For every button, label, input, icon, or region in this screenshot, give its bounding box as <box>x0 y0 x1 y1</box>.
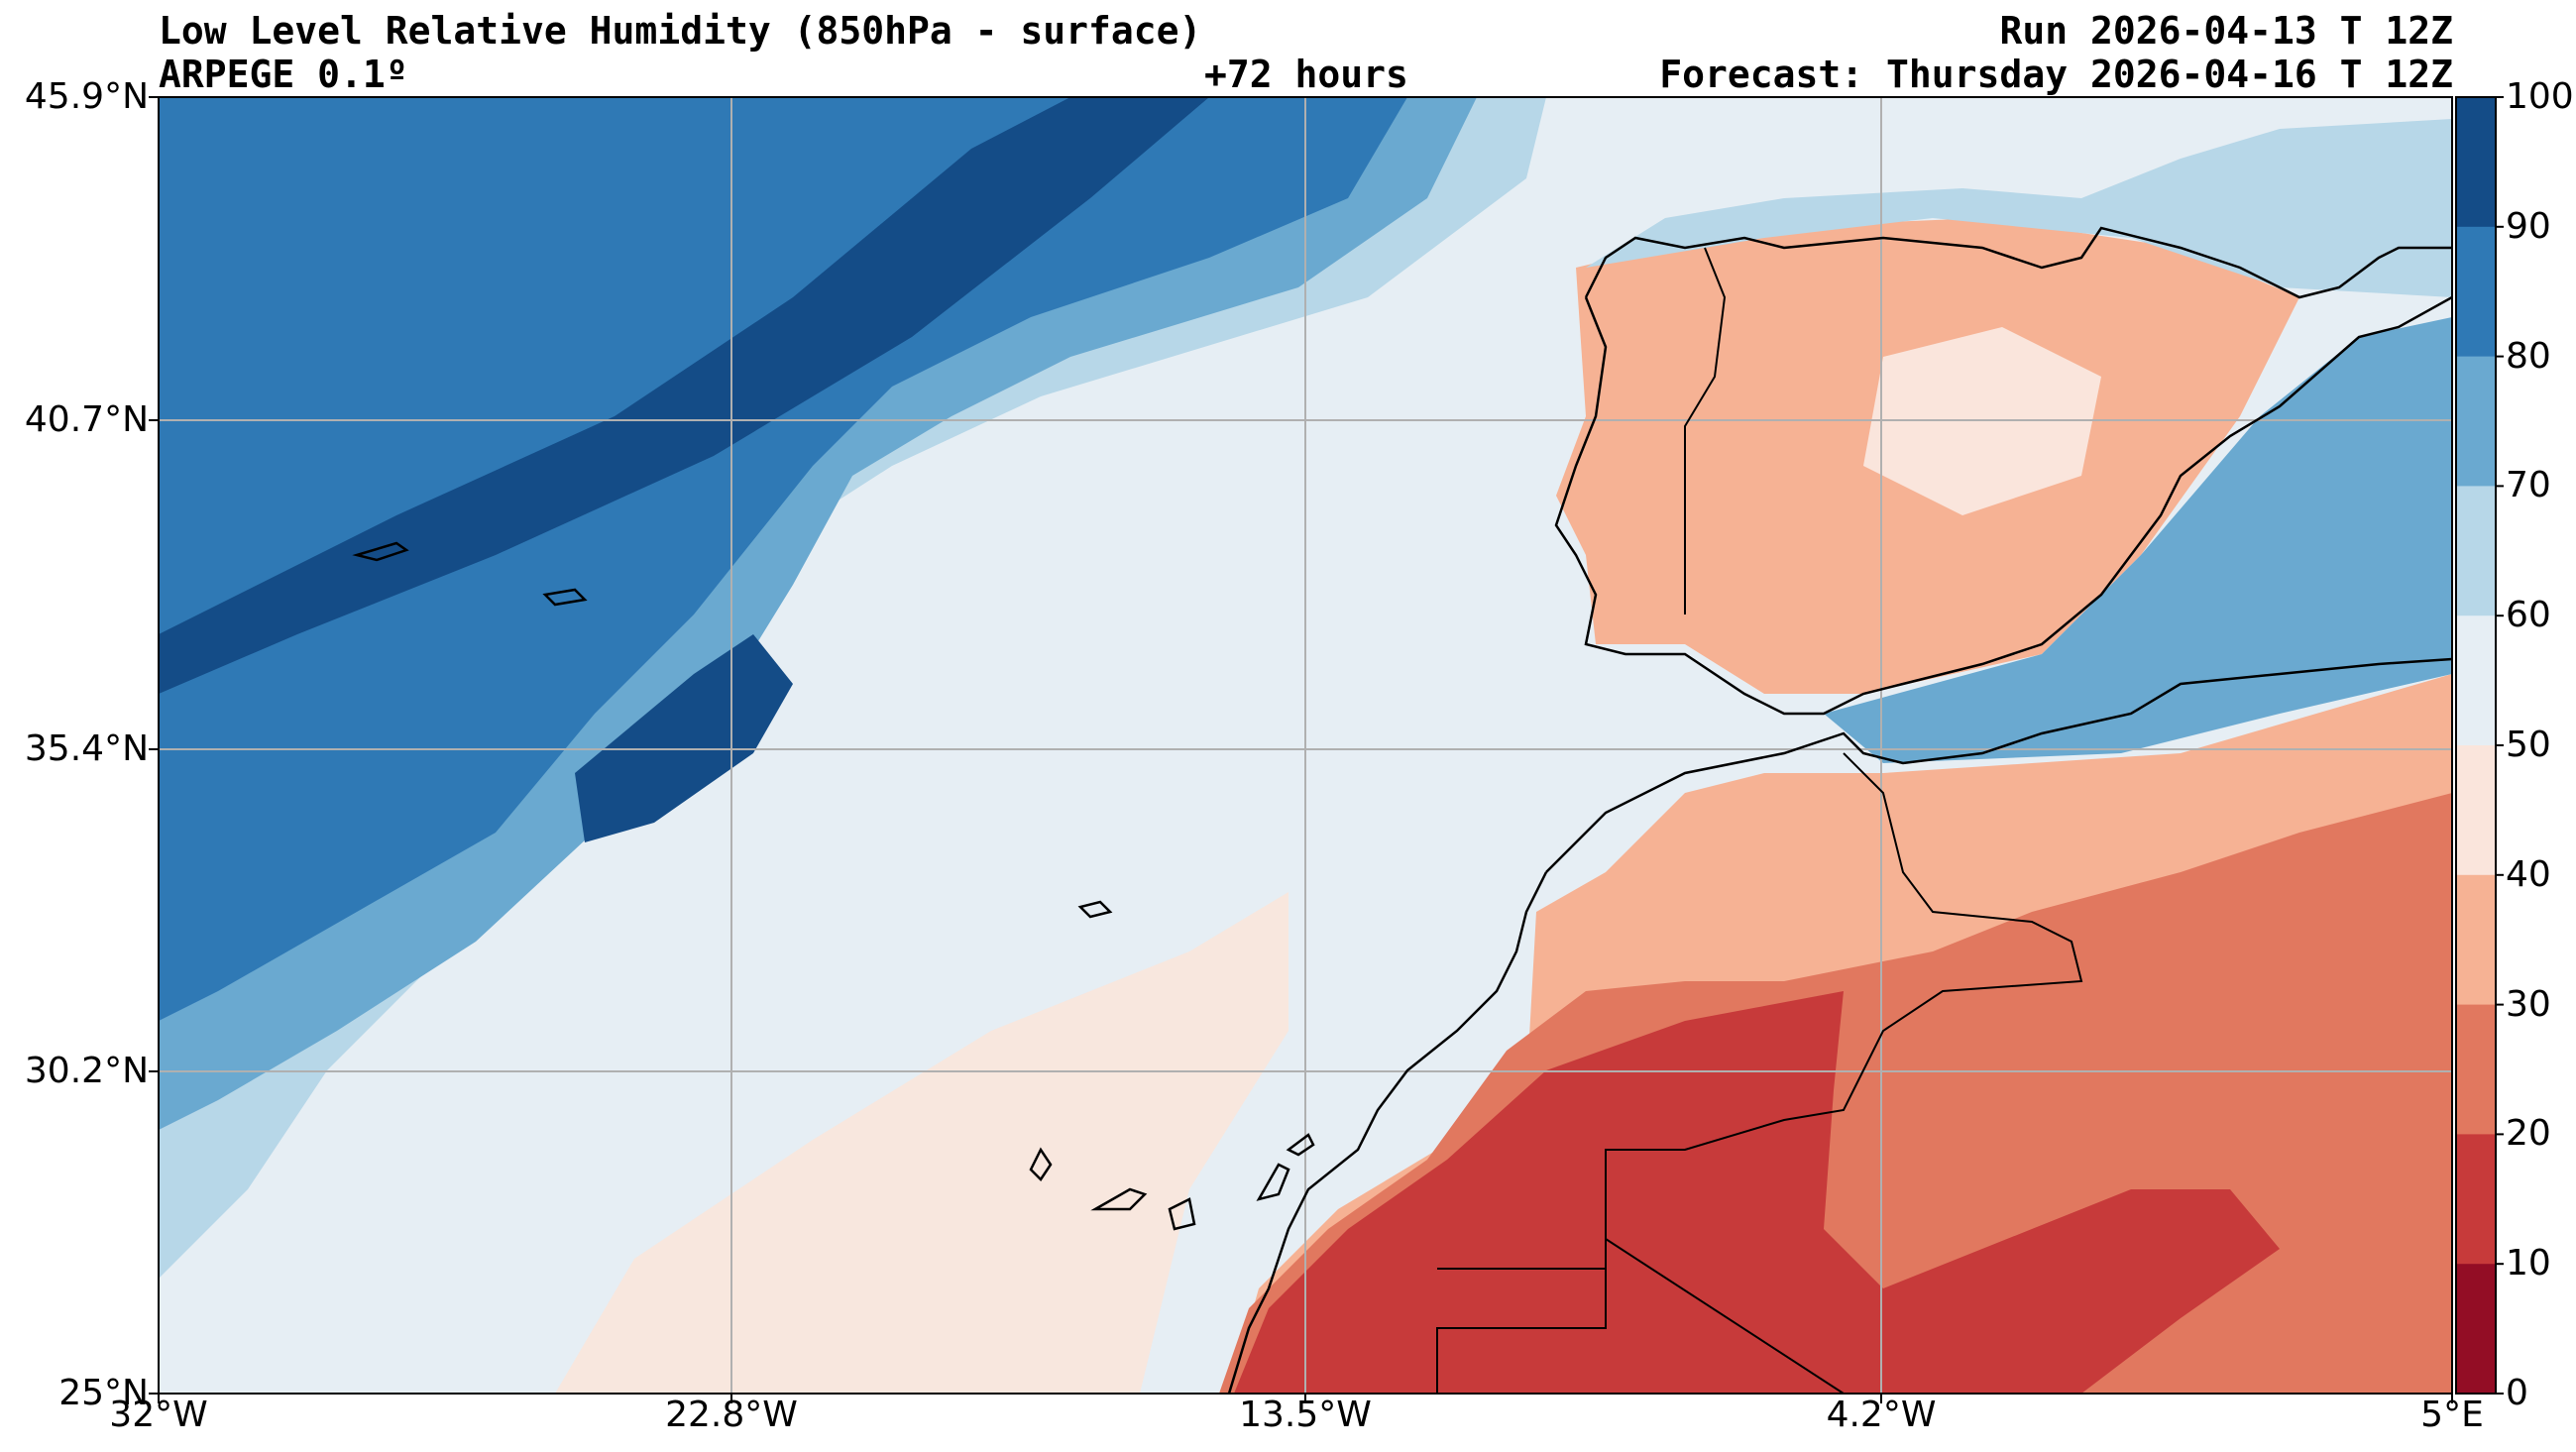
colorbar-tick: 40 <box>2506 854 2551 895</box>
northern-moist-region <box>1586 119 2452 297</box>
colorbar-tick: 20 <box>2506 1113 2551 1154</box>
lon-label: 4.2°W <box>1826 1395 1937 1435</box>
africa-10-20-region <box>1234 991 2280 1394</box>
axis-ticks <box>149 96 2453 1403</box>
run-label: Run 2026-04-13 T 12Z <box>1999 9 2453 53</box>
colorbar-tick: 100 <box>2506 76 2574 117</box>
map-title: Low Level Relative Humidity (850hPa - su… <box>159 9 1202 53</box>
lat-label: 40.7°N <box>24 399 149 440</box>
rh-90-100-patch <box>575 634 793 842</box>
colorbar-segment <box>2456 745 2496 876</box>
rh-40-50-ocean-region <box>555 892 1288 1394</box>
forecast-label: Forecast: Thursday 2026-04-16 T 12Z <box>1659 53 2453 96</box>
colorbar-tick: 50 <box>2506 725 2551 765</box>
colorbar-tick: 10 <box>2506 1243 2551 1284</box>
colorbar <box>2455 96 2504 1395</box>
colorbar-tick: 30 <box>2506 984 2551 1025</box>
lon-label: 22.8°W <box>665 1395 798 1435</box>
colorbar-segment <box>2456 97 2496 228</box>
colorbar-tick: 70 <box>2506 465 2551 505</box>
colorbar-segment <box>2456 226 2496 358</box>
colorbar-segment <box>2456 874 2496 1006</box>
colorbar-segment <box>2456 486 2496 616</box>
map-field <box>159 97 2452 1394</box>
rh-80-90-region <box>159 97 1407 1021</box>
colorbar-tick: 90 <box>2506 206 2551 247</box>
graticule <box>159 97 2452 1394</box>
mediterranean-moist-region <box>1824 317 2452 763</box>
coastlines <box>352 226 2452 1394</box>
lat-label: 25°N <box>58 1373 149 1413</box>
lead-time-label: +72 hours <box>1204 53 1408 96</box>
model-label: ARPEGE 0.1º <box>159 53 408 96</box>
lat-label: 30.2°N <box>24 1051 149 1091</box>
country-borders <box>1436 247 2083 1394</box>
colorbar-tick: 60 <box>2506 595 2551 635</box>
colorbar-segment <box>2456 356 2496 487</box>
colorbar-tick: 0 <box>2506 1373 2528 1413</box>
rh-90-100-band <box>159 97 1209 694</box>
colorbar-segment <box>2456 1264 2496 1395</box>
lon-label: 32°W <box>109 1395 208 1435</box>
colorbar-segment <box>2456 1004 2496 1135</box>
lon-label: 5°E <box>2420 1395 2484 1435</box>
colorbar-segment <box>2456 615 2496 746</box>
lat-label: 35.4°N <box>24 728 149 769</box>
lat-label: 45.9°N <box>24 76 149 117</box>
lon-label: 13.5°W <box>1239 1395 1372 1435</box>
colorbar-segment <box>2456 1134 2496 1265</box>
colorbar-tick: 80 <box>2506 336 2551 377</box>
